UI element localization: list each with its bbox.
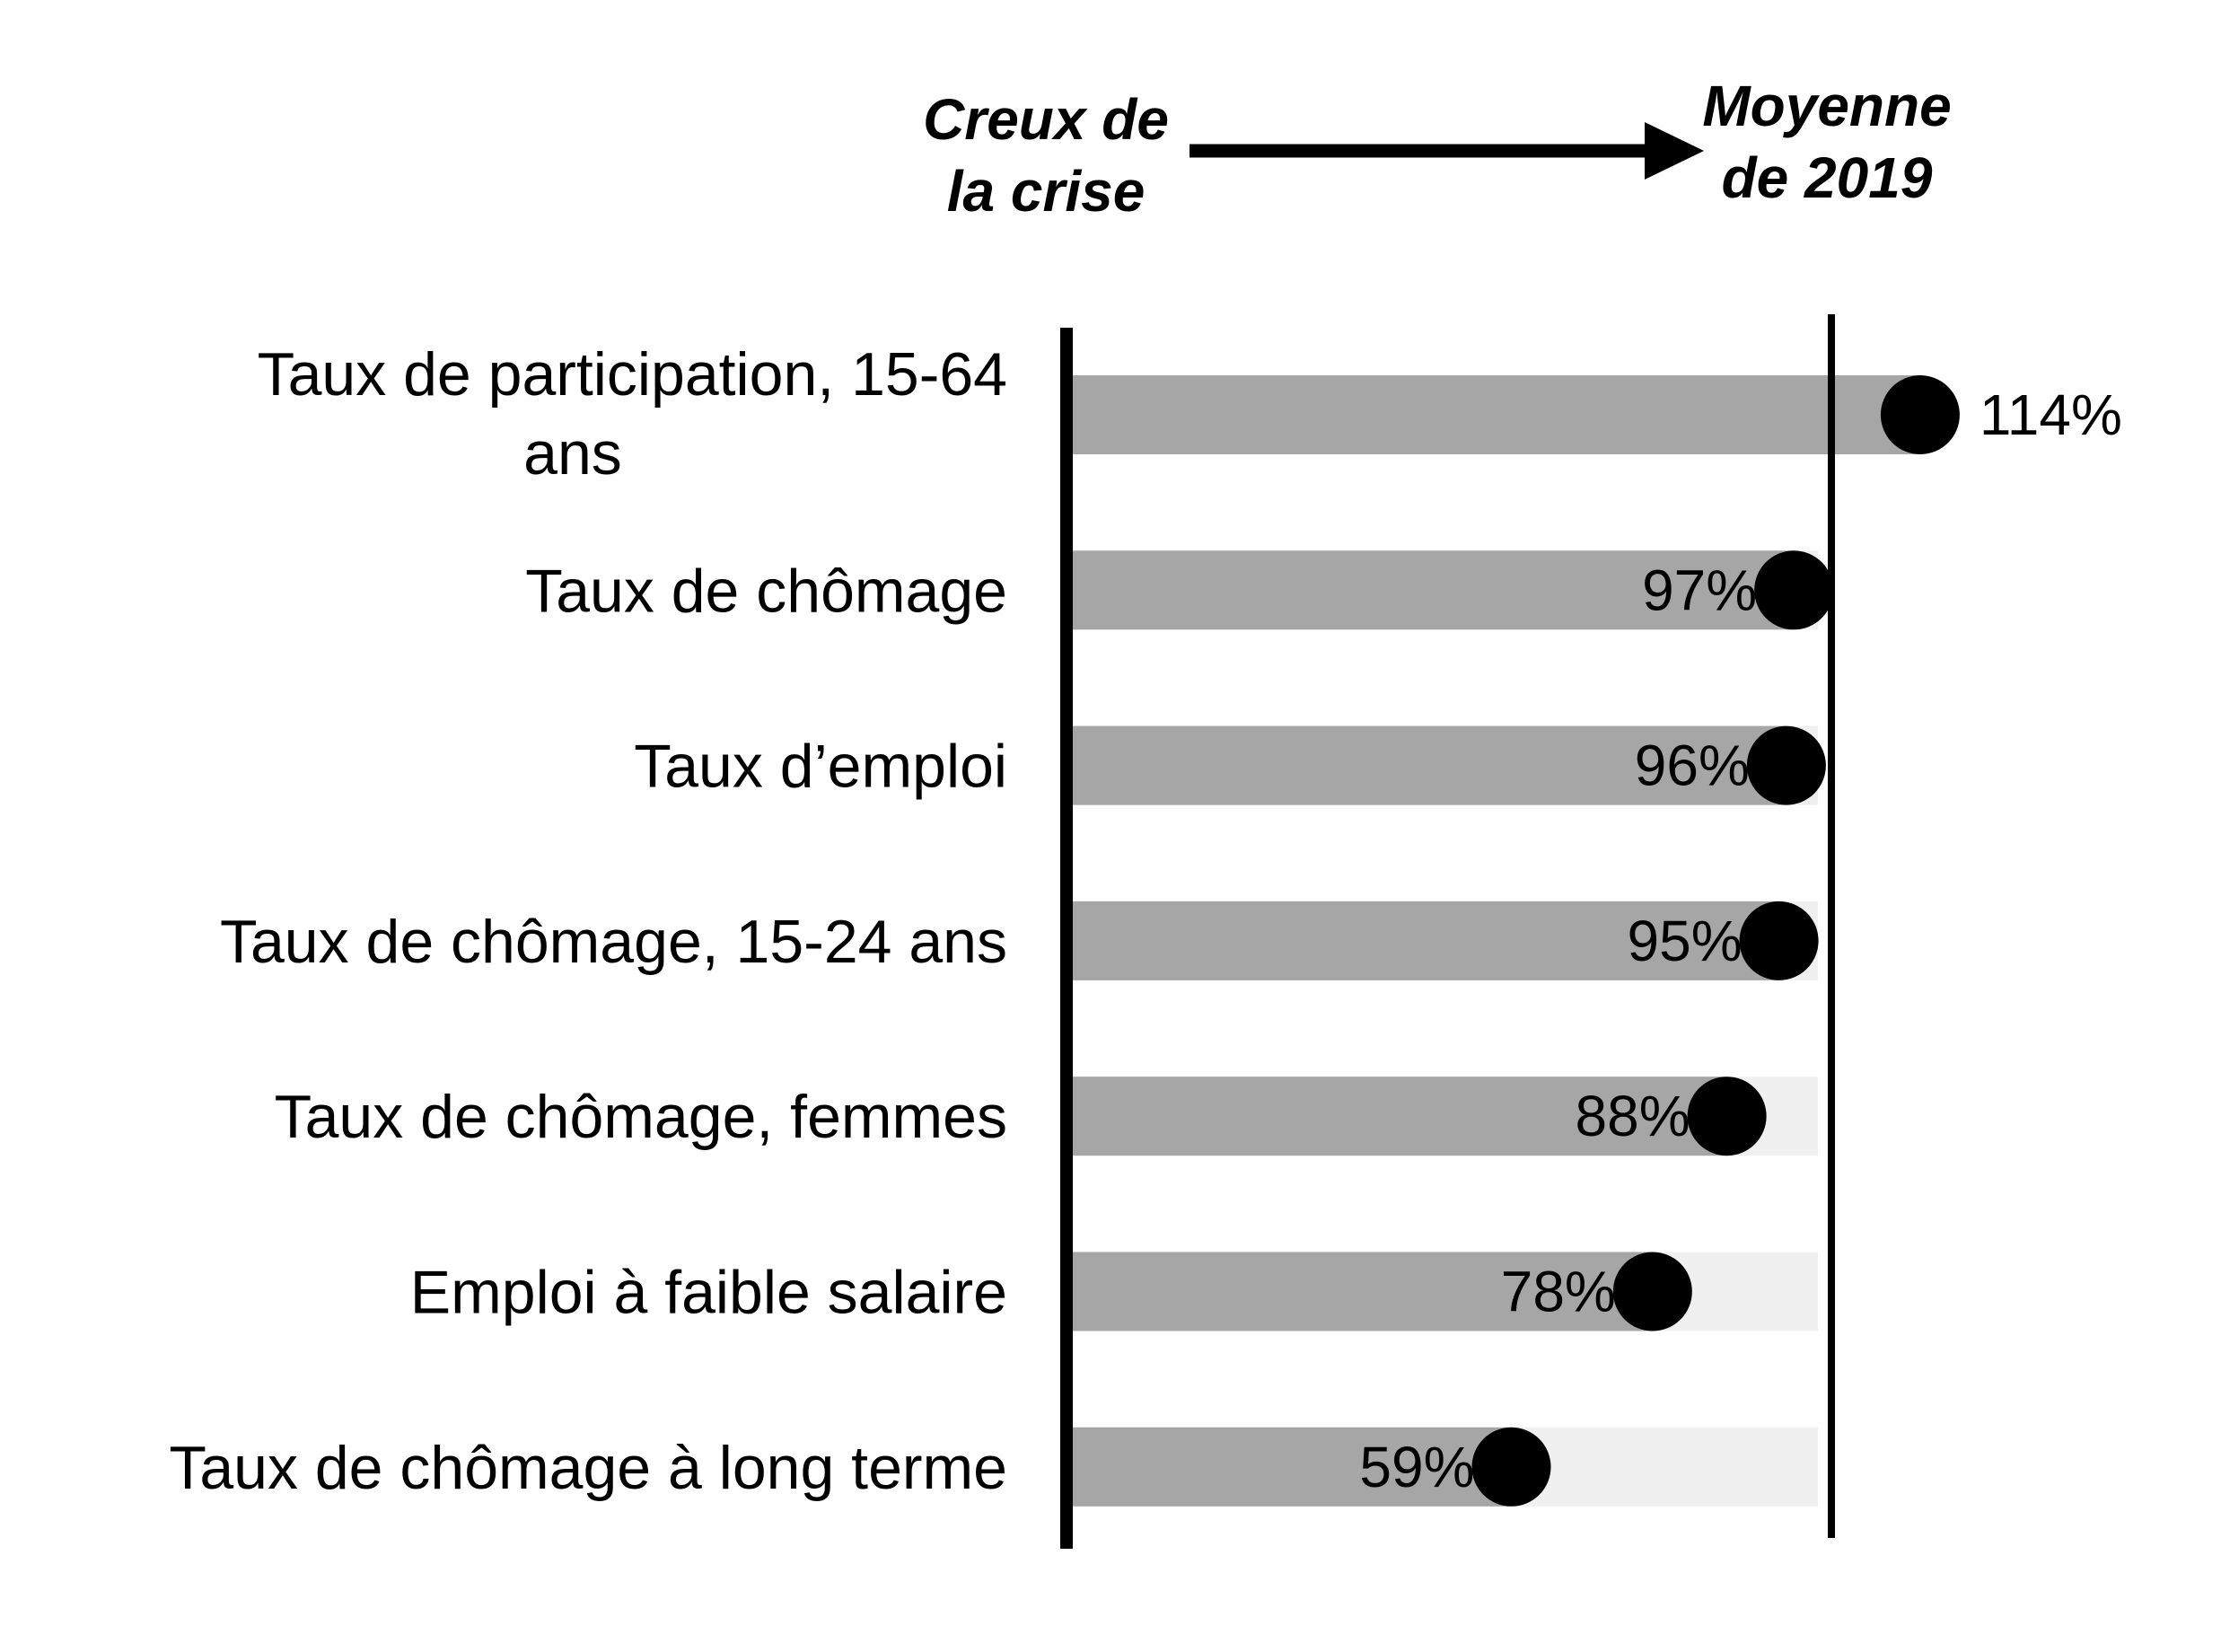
header-annotation: Creux de la crise Moyenne de 2019 bbox=[923, 74, 1952, 224]
value-label: 59% bbox=[1359, 1435, 1474, 1499]
bar bbox=[1073, 1427, 1512, 1507]
category-label-line2: ans bbox=[523, 419, 622, 488]
bar bbox=[1073, 1252, 1653, 1331]
dots bbox=[1471, 375, 1960, 1507]
value-dot bbox=[1746, 725, 1826, 805]
value-label: 96% bbox=[1635, 734, 1750, 798]
bar bbox=[1073, 901, 1779, 980]
header-arrow-head bbox=[1645, 122, 1704, 180]
header-start-label-line2: la crise bbox=[947, 159, 1146, 224]
bar bbox=[1073, 1076, 1727, 1156]
value-label: 95% bbox=[1628, 909, 1743, 973]
category-label: Emploi à faible salaire bbox=[410, 1259, 1007, 1327]
category-label: Taux de participation, 15-64 bbox=[258, 340, 1007, 409]
value-dot bbox=[1471, 1427, 1551, 1507]
bars bbox=[1073, 375, 1920, 1507]
category-label: Taux d’emploi bbox=[634, 733, 1007, 801]
bar bbox=[1073, 550, 1795, 630]
value-dot bbox=[1739, 901, 1819, 980]
header-end-label-line1: Moyenne bbox=[1702, 74, 1951, 138]
value-label: 88% bbox=[1576, 1084, 1690, 1148]
value-label: 97% bbox=[1642, 558, 1757, 622]
bar bbox=[1073, 375, 1920, 454]
category-label: Taux de chômage bbox=[525, 557, 1007, 625]
category-label: Taux de chômage, 15-24 ans bbox=[220, 908, 1007, 976]
header-end-label-line2: de 2019 bbox=[1722, 145, 1933, 210]
value-dot bbox=[1880, 375, 1960, 454]
category-label: Taux de chômage à long terme bbox=[169, 1434, 1007, 1502]
value-label: 78% bbox=[1501, 1260, 1616, 1324]
value-label: 114% bbox=[1980, 382, 2122, 447]
value-dot bbox=[1687, 1076, 1767, 1156]
bar bbox=[1073, 725, 1786, 805]
header-start-label-line1: Creux de bbox=[923, 87, 1169, 152]
category-label: Taux de chômage, femmes bbox=[275, 1083, 1007, 1151]
value-dot bbox=[1612, 1252, 1692, 1331]
value-dot bbox=[1754, 550, 1834, 630]
labels: 114% Taux de participation, 15-64 ans 97% Ta… bbox=[169, 340, 2122, 1502]
